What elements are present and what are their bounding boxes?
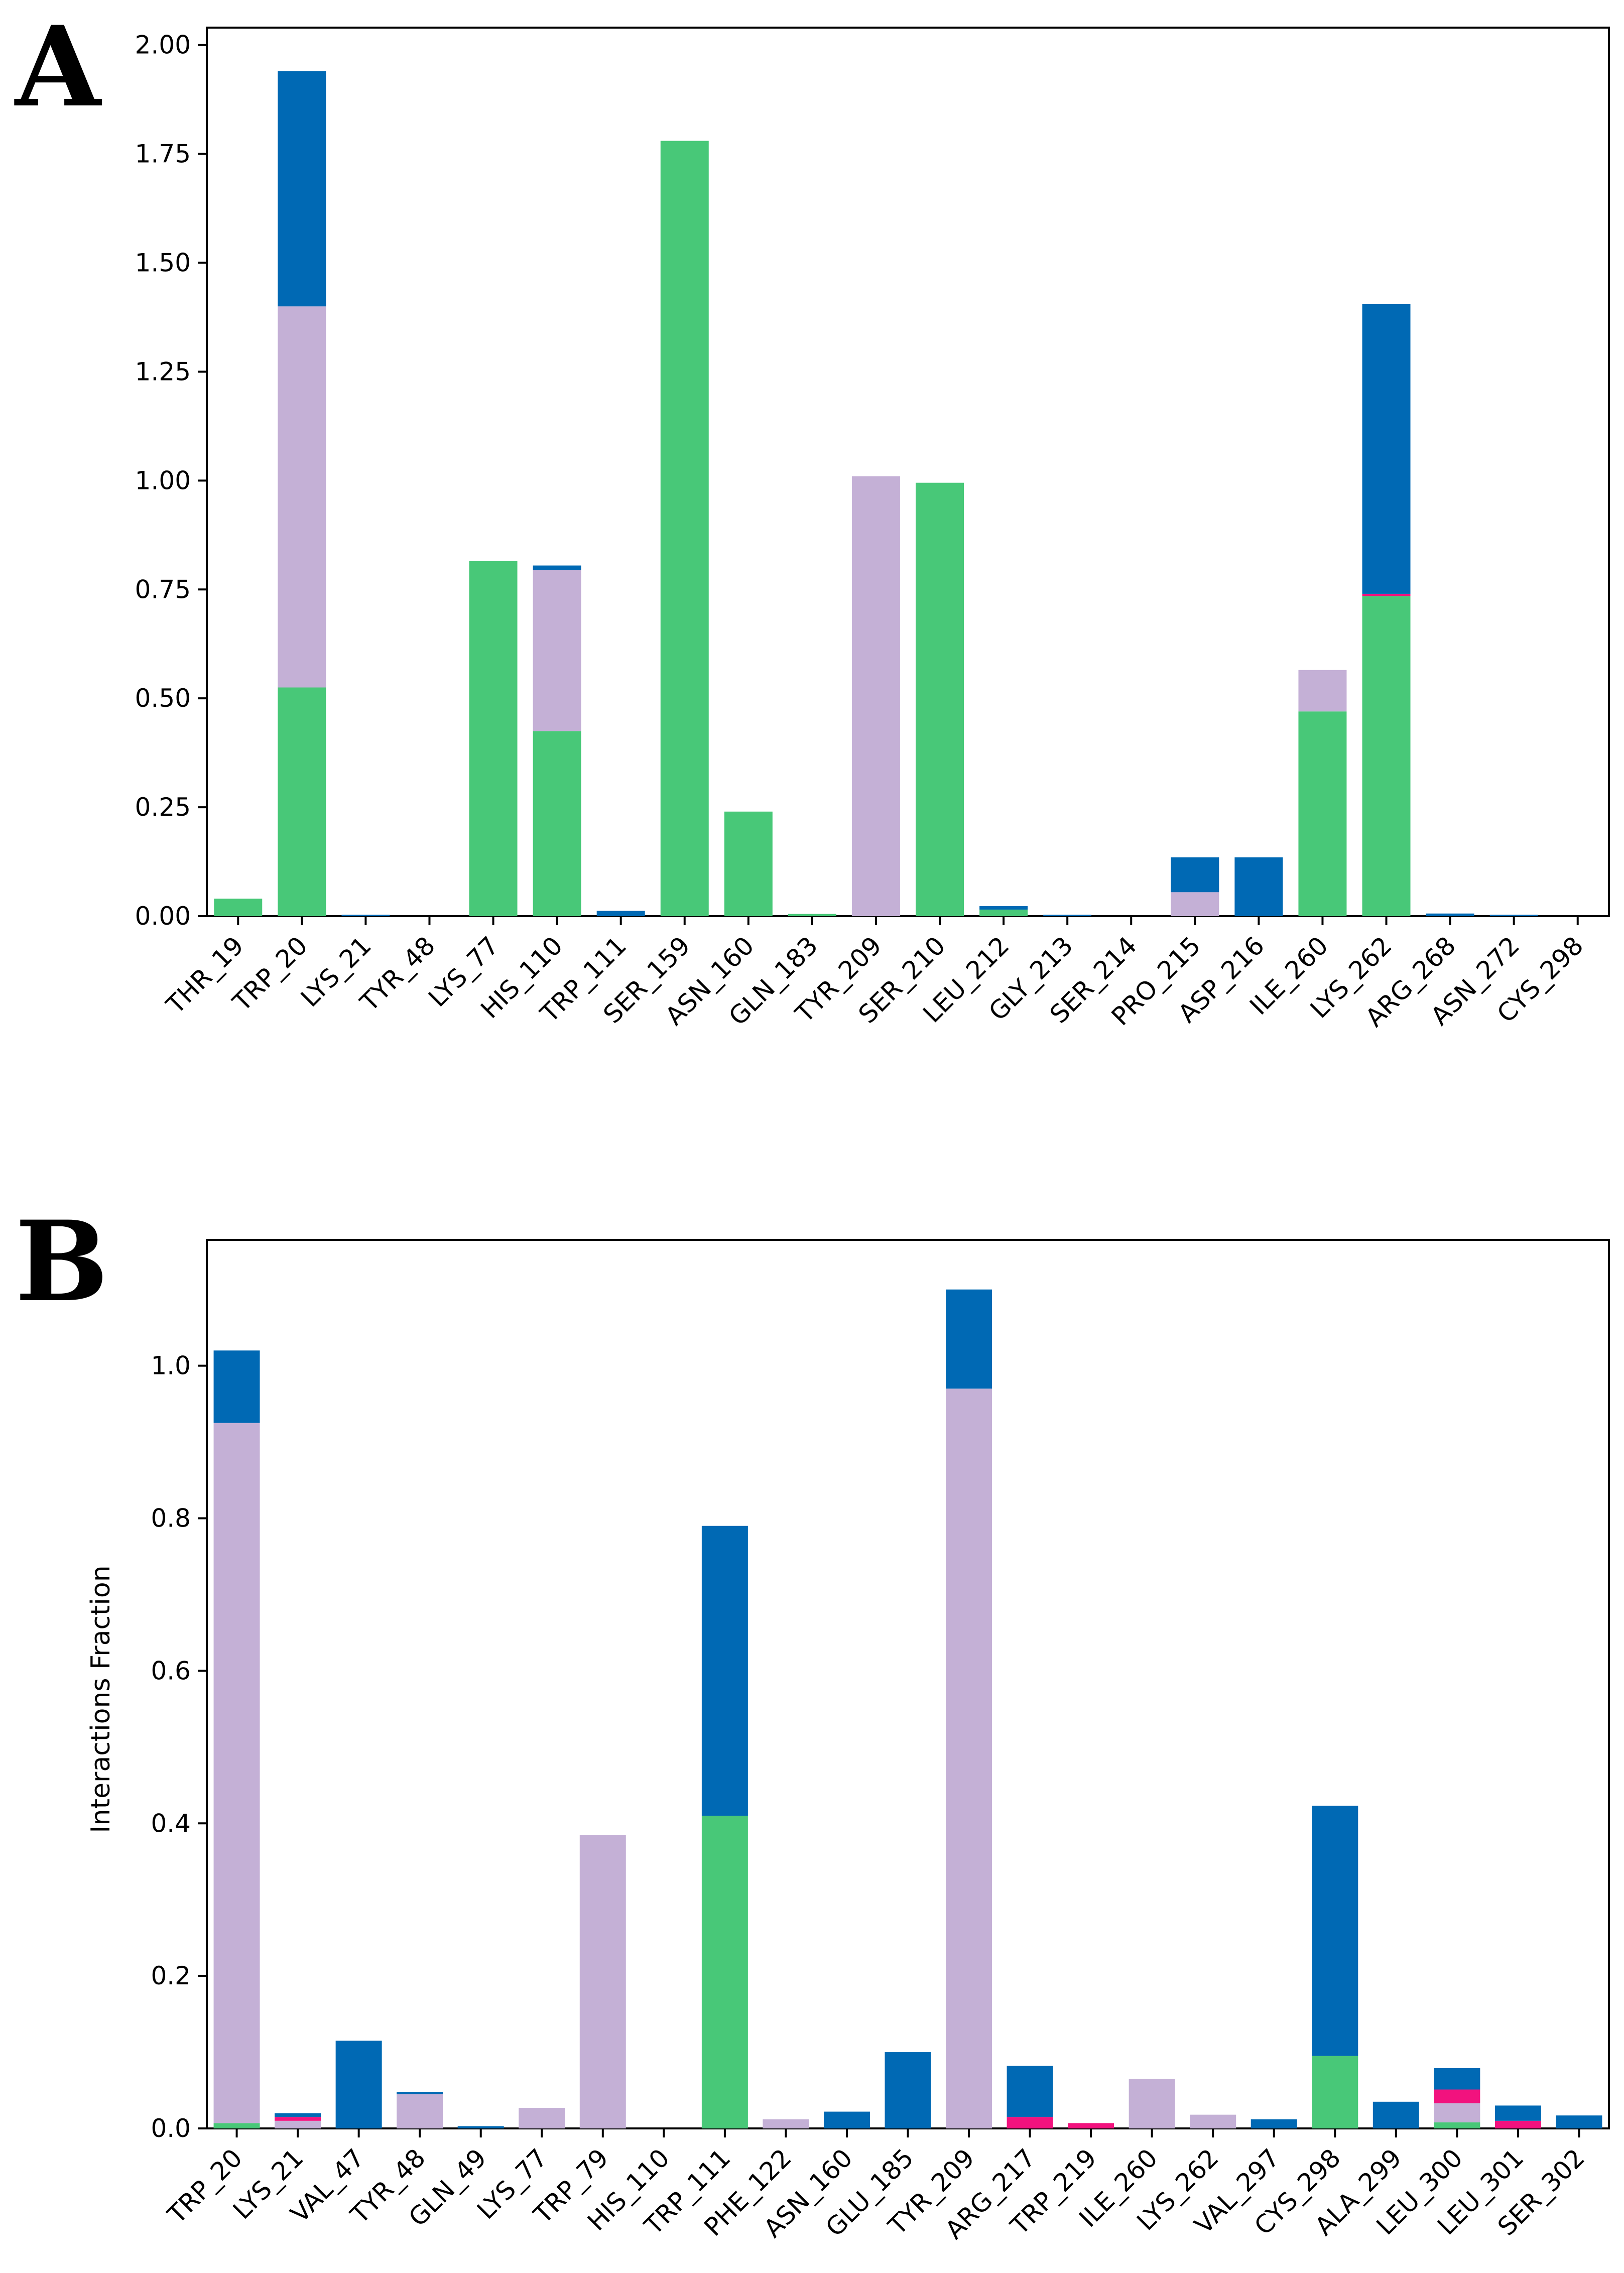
bar-hydrophobic-pro_215 bbox=[1171, 892, 1219, 916]
bar-water_bridges-arg_268 bbox=[1426, 913, 1474, 916]
bar-water_bridges-gly_213 bbox=[1043, 915, 1092, 916]
bar-water_bridges-asn_272 bbox=[1489, 915, 1538, 916]
panel-label: B bbox=[15, 1196, 108, 1326]
bar-water_bridges-ser_302 bbox=[1556, 2115, 1602, 2128]
bar-hydrophobic-tyr_209 bbox=[851, 476, 900, 916]
bar-hydrophobic-phe_122 bbox=[763, 2119, 809, 2128]
y-tick-label: 0.0 bbox=[151, 2114, 191, 2143]
bar-hydrophobic-trp_20 bbox=[278, 306, 326, 688]
y-tick-label: 0.25 bbox=[135, 793, 191, 822]
panel-b-chart: TRP_20LYS_21VAL_47TYR_48GLN_49LYS_77TRP_… bbox=[15, 1196, 1610, 2245]
bar-h_bonds-lys_77 bbox=[469, 561, 518, 916]
y-tick-label: 0.75 bbox=[135, 575, 191, 604]
bar-water_bridges-his_110 bbox=[533, 565, 581, 570]
y-axis-title: Interactions Fraction bbox=[86, 1565, 116, 1833]
bar-water_bridges-leu_301 bbox=[1494, 2105, 1541, 2121]
panel-label: A bbox=[14, 2, 102, 132]
bar-h_bonds-trp_20 bbox=[278, 687, 326, 916]
bar-hydrophobic-lys_77 bbox=[519, 2107, 565, 2128]
bar-hydrophobic-ile_260 bbox=[1129, 2079, 1175, 2128]
y-tick-label: 0.50 bbox=[135, 684, 191, 713]
bar-h_bonds-his_110 bbox=[533, 731, 581, 916]
bar-water_bridges-ala_299 bbox=[1372, 2101, 1419, 2128]
bar-water_bridges-asn_160 bbox=[823, 2111, 870, 2128]
y-tick-label: 1.50 bbox=[135, 248, 191, 278]
y-tick-label: 1.00 bbox=[135, 466, 191, 495]
bar-water_bridges-gln_49 bbox=[457, 2126, 504, 2128]
bar-h_bonds-trp_20 bbox=[213, 2123, 260, 2128]
y-tick-label: 0.6 bbox=[151, 1656, 191, 1685]
bar-ionic-lys_21 bbox=[275, 2117, 321, 2121]
bar-water_bridges-leu_212 bbox=[979, 906, 1028, 910]
plot-frame bbox=[206, 27, 1610, 917]
bar-water_bridges-pro_215 bbox=[1171, 857, 1219, 893]
bar-water_bridges-lys_21 bbox=[341, 915, 390, 916]
bar-water_bridges-tyr_48 bbox=[397, 2092, 443, 2094]
bar-h_bonds-ser_159 bbox=[660, 141, 709, 916]
bar-hydrophobic-trp_79 bbox=[579, 1835, 626, 2128]
y-tick-label: 0.2 bbox=[151, 1961, 191, 1990]
x-tick-label: TRP_20 bbox=[162, 2143, 248, 2229]
bar-water_bridges-glu_185 bbox=[885, 2052, 931, 2128]
panel-a-chart: THR_19TRP_20LYS_21TYR_48LYS_77HIS_110TRP… bbox=[14, 2, 1610, 1033]
bar-water_bridges-lys_21 bbox=[275, 2113, 321, 2117]
bar-water_bridges-lys_262 bbox=[1362, 304, 1411, 594]
bar-water_bridges-val_47 bbox=[335, 2041, 382, 2128]
bar-h_bonds-leu_300 bbox=[1434, 2122, 1480, 2128]
y-tick-label: 0.4 bbox=[151, 1809, 191, 1838]
bar-hydrophobic-ile_260 bbox=[1298, 670, 1347, 712]
bar-water_bridges-tyr_209 bbox=[946, 1289, 992, 1389]
y-tick-label: 0.8 bbox=[151, 1504, 191, 1533]
bar-h_bonds-ser_210 bbox=[916, 482, 964, 916]
bar-h_bonds-trp_111 bbox=[701, 1816, 748, 2128]
bar-hydrophobic-his_110 bbox=[533, 570, 581, 731]
bar-hydrophobic-leu_300 bbox=[1434, 2103, 1480, 2122]
bar-hydrophobic-lys_262 bbox=[1190, 2114, 1236, 2128]
bar-h_bonds-cys_298 bbox=[1312, 2056, 1358, 2128]
bar-water_bridges-trp_20 bbox=[278, 71, 326, 307]
bar-ionic-trp_219 bbox=[1068, 2123, 1114, 2128]
bar-hydrophobic-lys_21 bbox=[275, 2120, 321, 2128]
bar-ionic-leu_301 bbox=[1494, 2120, 1541, 2128]
bar-water_bridges-trp_20 bbox=[213, 1350, 260, 1423]
y-tick-label: 2.00 bbox=[135, 31, 191, 60]
bar-h_bonds-asn_160 bbox=[724, 811, 773, 916]
y-tick-label: 0.00 bbox=[135, 902, 191, 931]
bar-water_bridges-asp_216 bbox=[1234, 857, 1283, 916]
bar-ionic-leu_300 bbox=[1434, 2089, 1480, 2103]
plot-frame bbox=[206, 1239, 1610, 2129]
y-tick-label: 1.75 bbox=[135, 140, 191, 169]
bar-hydrophobic-tyr_48 bbox=[397, 2094, 443, 2128]
bar-hydrophobic-tyr_209 bbox=[946, 1388, 992, 2128]
bar-ionic-arg_217 bbox=[1007, 2117, 1053, 2128]
bar-water_bridges-arg_217 bbox=[1007, 2066, 1053, 2117]
bar-hydrophobic-trp_20 bbox=[213, 1423, 260, 2123]
bar-h_bonds-thr_19 bbox=[214, 899, 263, 916]
bar-water_bridges-trp_111 bbox=[701, 1526, 748, 1816]
bar-water_bridges-leu_300 bbox=[1434, 2068, 1480, 2090]
bar-water_bridges-trp_111 bbox=[596, 911, 645, 916]
bar-h_bonds-gln_183 bbox=[788, 914, 836, 916]
x-tick-label: THR_19 bbox=[161, 931, 249, 1020]
bar-ionic-lys_262 bbox=[1362, 593, 1411, 596]
y-tick-label: 1.25 bbox=[135, 357, 191, 386]
y-tick-label: 1.0 bbox=[151, 1351, 191, 1380]
bar-h_bonds-leu_212 bbox=[979, 909, 1028, 916]
bar-h_bonds-lys_262 bbox=[1362, 596, 1411, 916]
bar-water_bridges-val_297 bbox=[1251, 2119, 1297, 2128]
bar-h_bonds-ile_260 bbox=[1298, 711, 1347, 916]
bar-water_bridges-cys_298 bbox=[1312, 1806, 1358, 2056]
